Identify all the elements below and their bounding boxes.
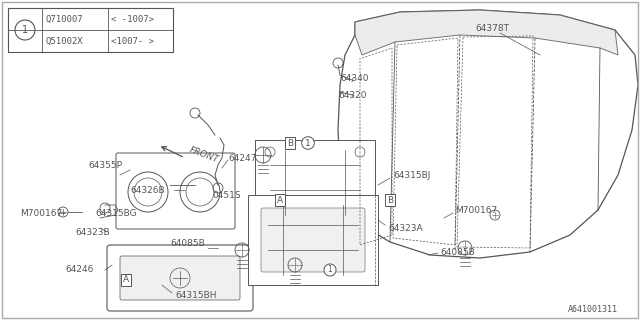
- Text: A: A: [123, 276, 129, 284]
- Bar: [8, 8, 173, 52]
- Text: B: B: [387, 196, 393, 204]
- Text: <1007- >: <1007- >: [111, 36, 154, 45]
- FancyBboxPatch shape: [261, 208, 365, 272]
- Text: 64323B: 64323B: [75, 228, 109, 236]
- Text: 64085B: 64085B: [170, 238, 205, 247]
- Text: 64320: 64320: [338, 91, 367, 100]
- FancyBboxPatch shape: [107, 245, 253, 311]
- Text: 64315BG: 64315BG: [95, 209, 136, 218]
- Text: 1: 1: [305, 139, 311, 148]
- Text: M700167: M700167: [20, 209, 62, 218]
- Text: 64247: 64247: [228, 154, 257, 163]
- Text: 64323A: 64323A: [388, 223, 422, 233]
- Text: 64378T: 64378T: [475, 23, 509, 33]
- Text: 64315BJ: 64315BJ: [393, 171, 430, 180]
- FancyBboxPatch shape: [120, 256, 240, 300]
- Text: 64340: 64340: [340, 74, 369, 83]
- Text: M700167: M700167: [455, 205, 497, 214]
- FancyBboxPatch shape: [248, 195, 378, 285]
- Text: < -1007>: < -1007>: [111, 14, 154, 23]
- Text: 64355P: 64355P: [88, 161, 122, 170]
- FancyBboxPatch shape: [255, 140, 375, 225]
- Text: A: A: [277, 196, 283, 204]
- Text: Q51002X: Q51002X: [45, 36, 83, 45]
- Polygon shape: [355, 10, 618, 55]
- Text: 0451S: 0451S: [212, 190, 241, 199]
- Text: 1: 1: [22, 25, 28, 35]
- Text: 64315BH: 64315BH: [175, 291, 216, 300]
- FancyBboxPatch shape: [116, 153, 235, 229]
- Text: 64326B: 64326B: [130, 186, 164, 195]
- Text: FRONT: FRONT: [188, 146, 220, 164]
- Text: 64246: 64246: [65, 266, 93, 275]
- Text: 1: 1: [328, 266, 332, 275]
- Text: B: B: [287, 139, 293, 148]
- Text: A641001311: A641001311: [568, 306, 618, 315]
- Text: Q710007: Q710007: [45, 14, 83, 23]
- Text: 64085B: 64085B: [440, 247, 475, 257]
